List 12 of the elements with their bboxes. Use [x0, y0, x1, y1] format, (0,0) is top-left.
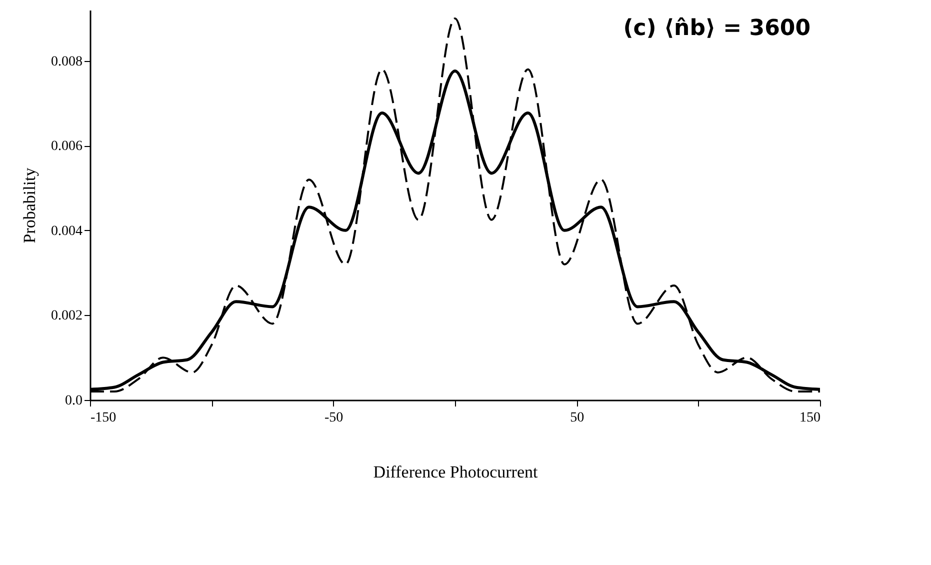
y-axis-title: Probability — [20, 167, 39, 244]
y-tick-label: 0.0 — [65, 394, 82, 408]
y-tick-label: 0.008 — [51, 54, 82, 70]
x-tick-label: -150 — [90, 410, 116, 426]
x-tick-label: -50 — [324, 410, 344, 426]
chart-title: (c) ⟨n̂b⟩ = 3600 — [623, 16, 810, 41]
y-tick-label: 0.002 — [51, 308, 82, 324]
y-tick-label: 0.004 — [51, 224, 82, 239]
x-tick-label: 50 — [570, 410, 584, 426]
x-tick-label: 150 — [800, 410, 820, 426]
x-axis-title: Difference Photocurrent — [373, 462, 538, 482]
y-tick-label: 0.006 — [51, 139, 82, 154]
